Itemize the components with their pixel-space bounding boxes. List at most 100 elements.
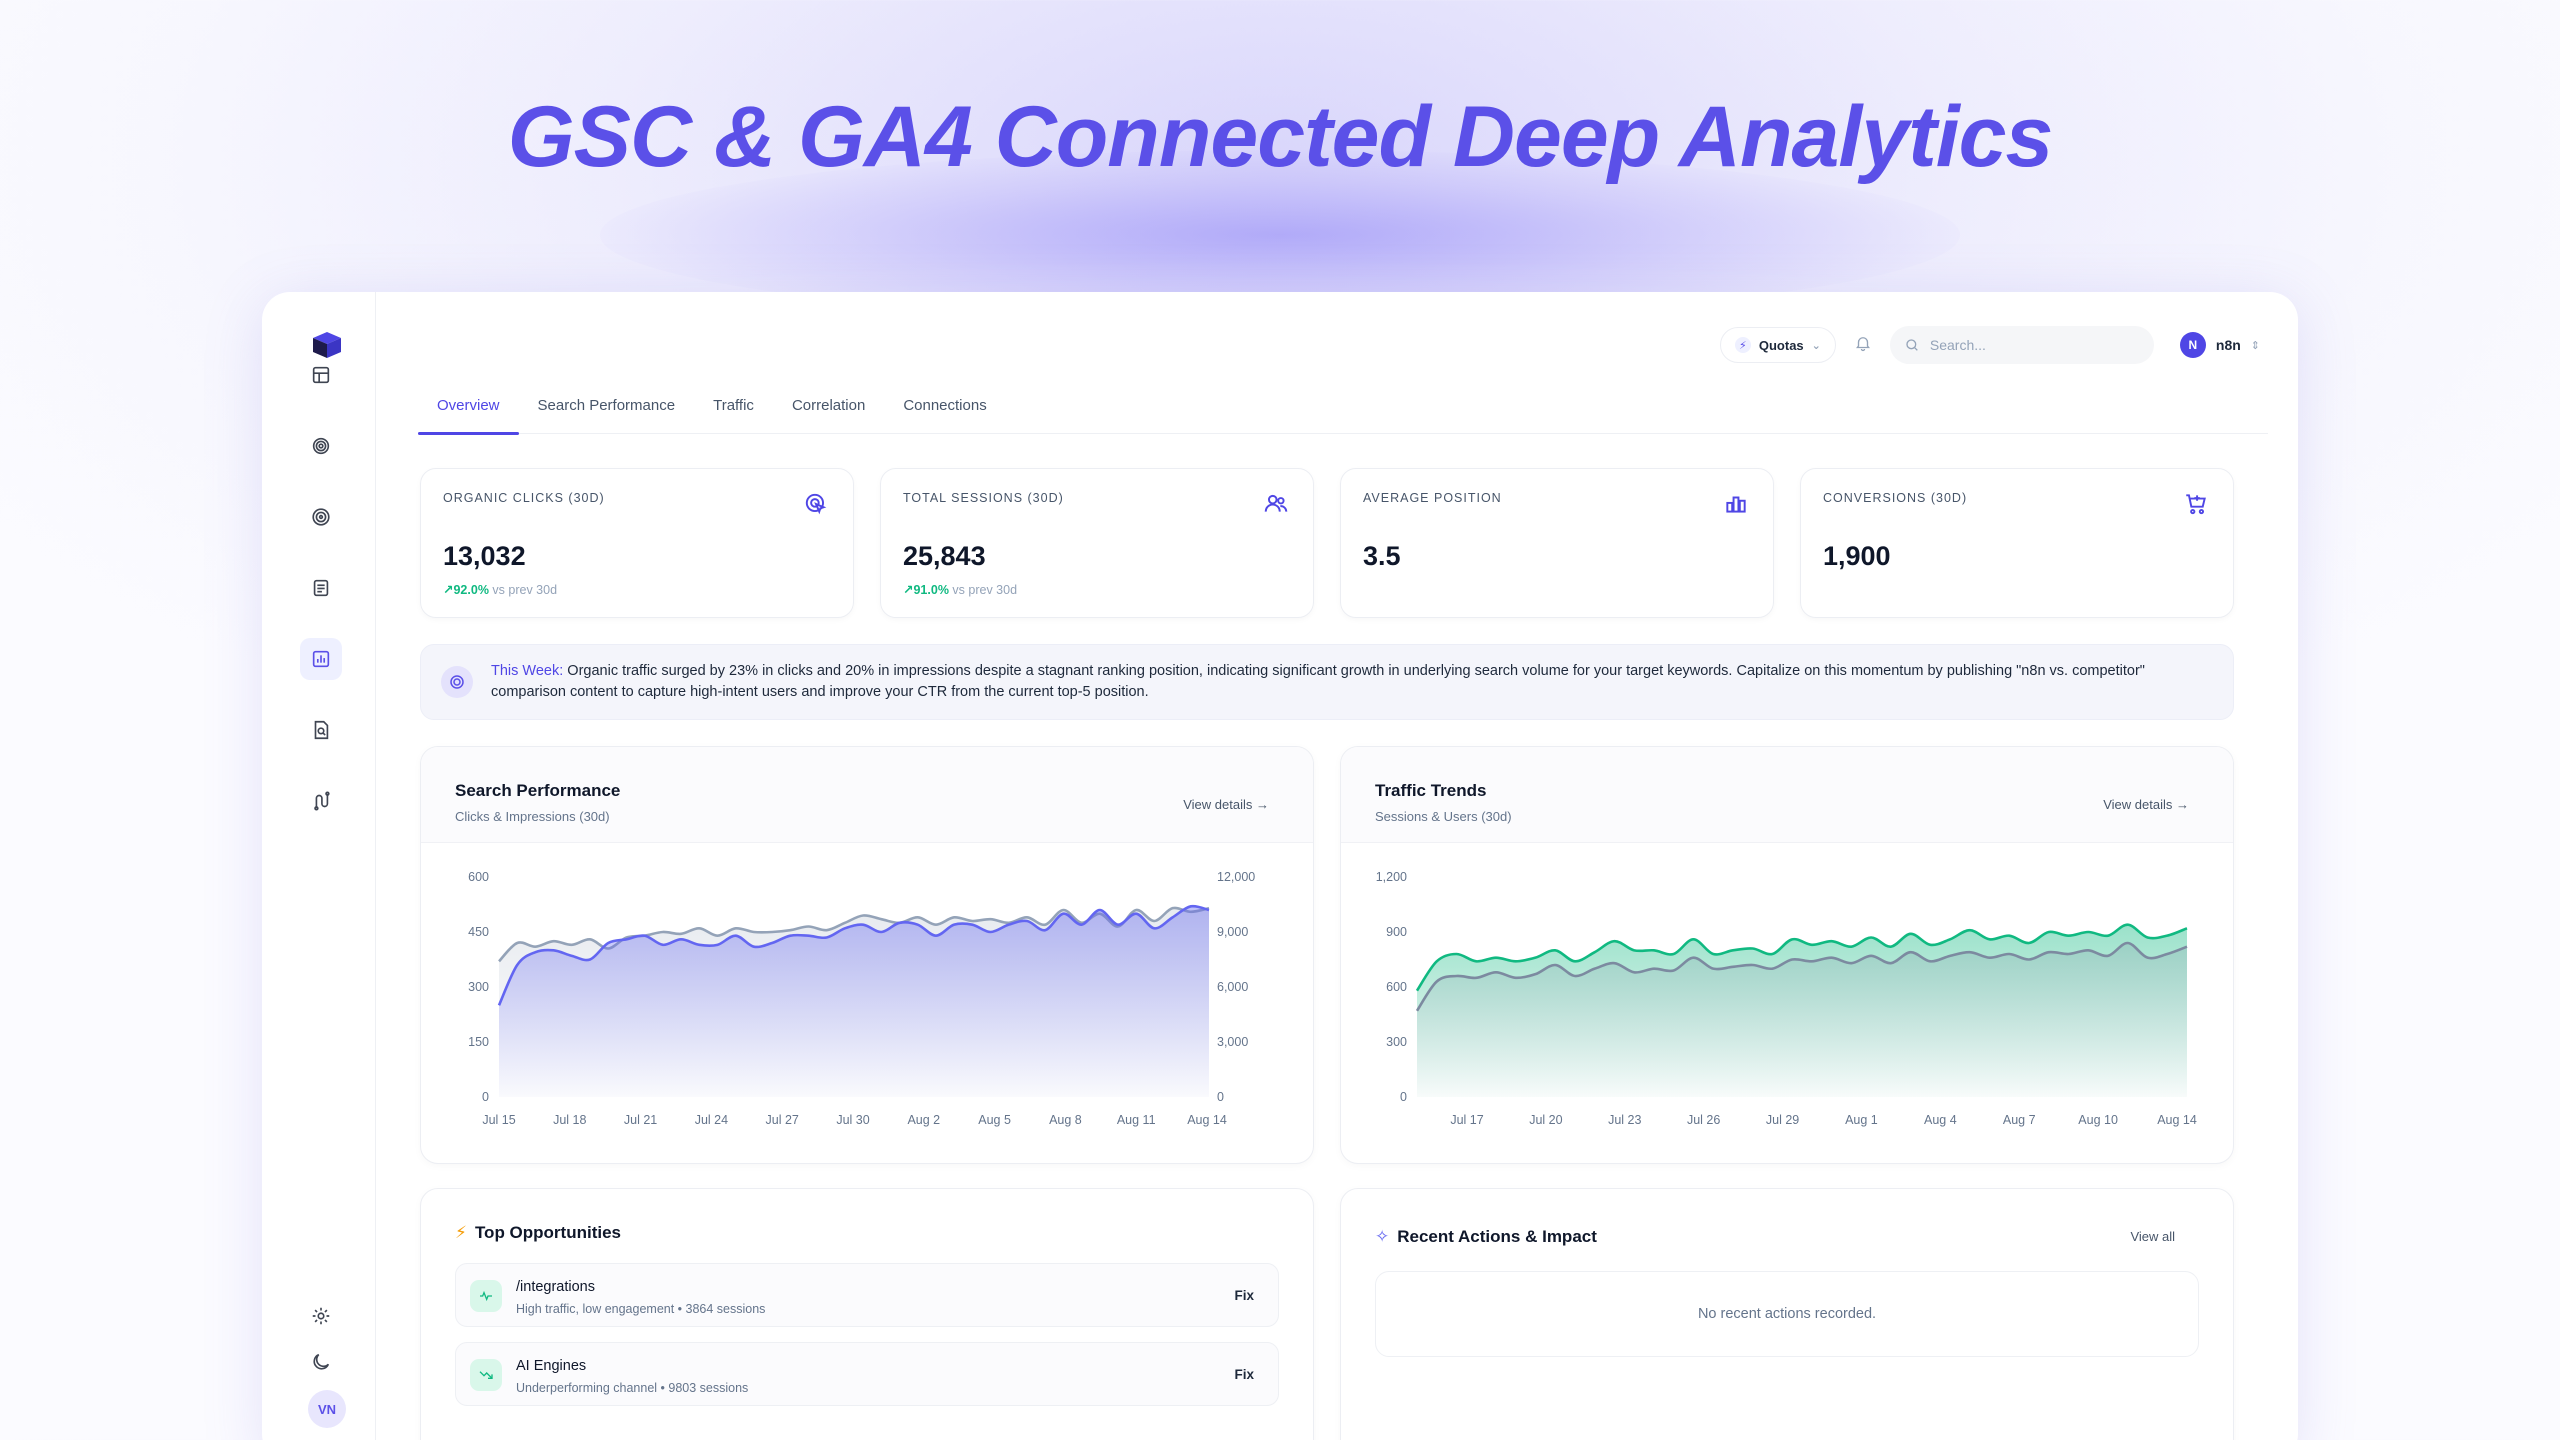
bell-icon[interactable]	[1854, 334, 1872, 357]
y-tick-label: 600	[468, 870, 489, 884]
tab-overview[interactable]: Overview	[418, 384, 519, 435]
target-icon	[441, 666, 473, 698]
search-input[interactable]	[1929, 337, 2130, 353]
quotas-button[interactable]: ⚡ Quotas ⌄	[1719, 327, 1836, 363]
recent-title: Recent Actions & Impact	[1397, 1227, 1597, 1246]
stat-delta: ↗92.0% vs prev 30d	[443, 583, 558, 597]
series-line	[497, 904, 1210, 1006]
fix-button[interactable]: Fix	[1234, 1367, 1254, 1382]
x-tick-label: Aug 7	[2003, 1113, 2036, 1127]
opportunity-name: /integrations	[516, 1279, 595, 1295]
x-tick-label: Jul 15	[482, 1113, 515, 1127]
stat-label: AVERAGE POSITION	[1363, 491, 1502, 505]
opportunity-row[interactable]: /integrations High traffic, low engageme…	[455, 1263, 1279, 1327]
traffic-trends-chart: 1,200 900 600 300 0 Jul 17 Jul 20 Jul 23 Jul 26 J…	[1376, 870, 2197, 1127]
delta-suffix: vs prev 30d	[952, 583, 1018, 597]
opportunity-desc: Underperforming channel • 9803 sessions	[516, 1381, 749, 1395]
x-tick-label: Aug 14	[2157, 1113, 2197, 1127]
x-tick-label: Jul 24	[695, 1113, 728, 1127]
app-logo-icon[interactable]	[310, 328, 344, 362]
stat-label: ORGANIC CLICKS (30D)	[443, 491, 605, 505]
insight-lead: This Week:	[491, 663, 564, 679]
insight-body: Organic traffic surged by 23% in clicks …	[491, 663, 2145, 700]
series-line	[1415, 941, 2188, 1012]
stat-value: 13,032	[443, 541, 526, 571]
stat-card-conversions: CONVERSIONS (30D) 1,900	[1800, 468, 2234, 618]
x-tick-label: Jul 23	[1608, 1113, 1641, 1127]
gear-icon[interactable]	[300, 1295, 342, 1337]
view-details-label: View details	[2103, 797, 2173, 812]
y-tick-label: 900	[1386, 925, 1407, 939]
card-subtitle: Clicks & Impressions (30d)	[455, 809, 610, 824]
x-tick-label: Jul 17	[1450, 1113, 1483, 1127]
moon-icon[interactable]	[300, 1341, 342, 1383]
series-line	[1415, 923, 2188, 992]
stat-card-organic-clicks: ORGANIC CLICKS (30D) 13,032 ↗92.0% vs pr…	[420, 468, 854, 618]
view-details-link[interactable]: View details →	[2103, 797, 2189, 812]
series-area	[1417, 942, 2187, 1097]
user-menu[interactable]: N n8n ⇕	[2172, 332, 2268, 358]
card-title: Traffic Trends	[1375, 781, 1487, 800]
x-tick-label: Aug 5	[978, 1113, 1011, 1127]
view-details-label: View details	[1183, 797, 1253, 812]
traffic-trends-card: Traffic Trends Sessions & Users (30d) Vi…	[1340, 746, 2234, 1164]
app-window: VN ⚡ Quotas ⌄ N n8n ⇕ Overview Search Pe…	[262, 292, 2298, 1440]
x-tick-label: Jul 20	[1529, 1113, 1562, 1127]
top-opportunities-card: ⚡ Top Opportunities /integrations High tr…	[420, 1188, 1314, 1440]
y2-tick-label: 6,000	[1217, 980, 1248, 994]
file-search-icon[interactable]	[300, 709, 342, 751]
topbar: ⚡ Quotas ⌄ N n8n ⇕	[1719, 324, 2268, 366]
y-tick-label: 0	[482, 1090, 489, 1104]
chevron-updown-icon: ⇕	[2250, 339, 2260, 352]
users-icon	[1263, 491, 1291, 519]
sidebar: VN	[262, 292, 376, 1440]
y-tick-label: 300	[1386, 1035, 1407, 1049]
target-icon[interactable]	[300, 496, 342, 538]
search-performance-card: Search Performance Clicks & Impressions …	[420, 746, 1314, 1164]
empty-state: No recent actions recorded.	[1375, 1271, 2199, 1357]
fix-button[interactable]: Fix	[1234, 1288, 1254, 1303]
y-tick-label: 450	[468, 925, 489, 939]
search-box[interactable]	[1889, 326, 2154, 364]
tab-correlation[interactable]: Correlation	[791, 397, 866, 414]
opportunity-row[interactable]: AI Engines Underperforming channel • 980…	[455, 1342, 1279, 1406]
tab-bar: Overview Search Performance Traffic Corr…	[418, 384, 2268, 435]
stat-card-average-position: AVERAGE POSITION 3.5	[1340, 468, 1774, 618]
series-area	[499, 906, 1209, 1097]
x-tick-label: Jul 21	[624, 1113, 657, 1127]
card-header: Traffic Trends Sessions & Users (30d) Vi…	[1341, 747, 2233, 843]
y-tick-label: 0	[1400, 1090, 1407, 1104]
stat-value: 3.5	[1363, 541, 1401, 571]
x-tick-label: Jul 18	[553, 1113, 586, 1127]
fingerprint-icon[interactable]	[300, 425, 342, 467]
view-details-link[interactable]: View details →	[1183, 797, 1269, 812]
stat-label: CONVERSIONS (30D)	[1823, 491, 1968, 505]
layout-icon[interactable]	[300, 354, 342, 396]
insight-text: This Week: Organic traffic surged by 23%…	[491, 661, 2213, 703]
x-tick-label: Aug 8	[1049, 1113, 1082, 1127]
card-header: Search Performance Clicks & Impressions …	[421, 747, 1313, 843]
card-title: Search Performance	[455, 781, 621, 800]
bar-chart-icon	[1723, 491, 1751, 519]
view-all-link[interactable]: View all	[2130, 1229, 2175, 1244]
weekly-insight-banner: This Week: Organic traffic surged by 23%…	[420, 644, 2234, 720]
x-tick-label: Aug 4	[1924, 1113, 1957, 1127]
tab-connections[interactable]: Connections	[903, 397, 987, 414]
user-avatar[interactable]: VN	[308, 1390, 346, 1428]
bolt-icon: ⚡	[1734, 337, 1751, 353]
document-icon[interactable]	[300, 567, 342, 609]
cursor-click-icon	[803, 491, 831, 519]
y2-tick-label: 3,000	[1217, 1035, 1248, 1049]
stat-card-total-sessions: TOTAL SESSIONS (30D) 25,843 ↗91.0% vs pr…	[880, 468, 1314, 618]
recent-actions-card: ✧ Recent Actions & Impact View all No rec…	[1340, 1188, 2234, 1440]
y2-tick-label: 0	[1217, 1090, 1224, 1104]
quotas-label: Quotas	[1758, 337, 1804, 353]
activity-icon	[470, 1280, 502, 1312]
tab-search-performance[interactable]: Search Performance	[537, 397, 676, 414]
stat-delta: ↗91.0% vs prev 30d	[903, 583, 1018, 597]
search-icon	[1906, 339, 1918, 351]
chart-icon[interactable]	[300, 638, 342, 680]
y-tick-label: 1,200	[1376, 870, 1407, 884]
workflow-icon[interactable]	[300, 780, 342, 822]
tab-traffic[interactable]: Traffic	[713, 397, 754, 414]
